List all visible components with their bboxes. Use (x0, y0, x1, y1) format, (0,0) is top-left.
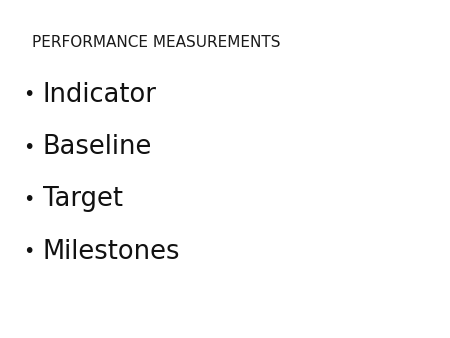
Text: •: • (23, 190, 35, 209)
Text: Target: Target (43, 187, 123, 212)
Text: •: • (23, 85, 35, 104)
Text: •: • (23, 138, 35, 156)
Text: PERFORMANCE MEASUREMENTS: PERFORMANCE MEASUREMENTS (32, 35, 280, 50)
Text: Milestones: Milestones (43, 239, 180, 265)
Text: •: • (23, 242, 35, 261)
Text: Indicator: Indicator (43, 82, 157, 107)
Text: Baseline: Baseline (43, 134, 152, 160)
